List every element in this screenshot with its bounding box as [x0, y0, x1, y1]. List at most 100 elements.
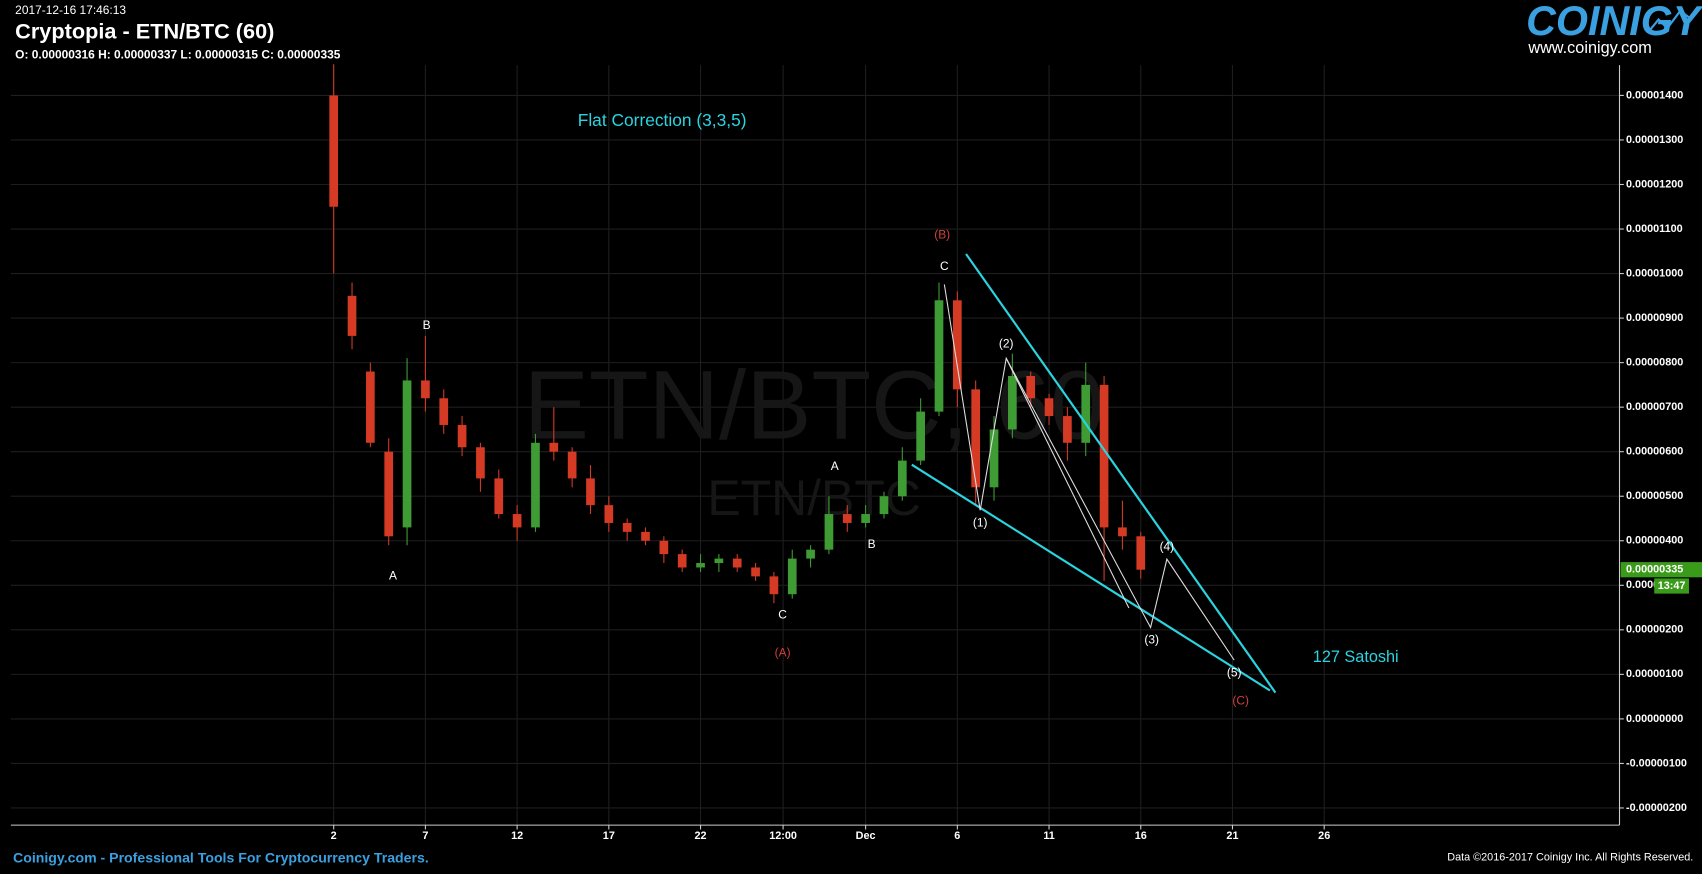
- y-tick-label: 0.00000400: [1626, 535, 1683, 547]
- candle-body: [696, 563, 705, 568]
- candle-body: [861, 514, 870, 523]
- candle-body: [347, 295, 357, 336]
- annotation: B: [868, 537, 876, 551]
- annotation: (C): [1232, 694, 1249, 708]
- annotations: Flat Correction (3,3,5) 127 Satoshi A B C (A)…: [389, 110, 1399, 707]
- candle-body: [512, 514, 522, 528]
- annotation: C: [940, 259, 949, 273]
- y-tick-label: 0.00000800: [1626, 356, 1683, 368]
- candle-body: [531, 442, 540, 528]
- annotation: (5): [1227, 665, 1242, 679]
- logo-icon: [1646, 9, 1690, 34]
- x-tick-label: 11: [1043, 830, 1054, 842]
- y-tick-label: 0.00001400: [1626, 89, 1683, 101]
- grid: [10, 65, 1620, 826]
- last-price-label: 0.00000335: [1626, 564, 1683, 576]
- y-tick-label: 0.00001100: [1626, 223, 1683, 235]
- candle-body: [1008, 375, 1017, 430]
- y-tick-label: -0.00000200: [1626, 802, 1687, 814]
- x-tick-label: 26: [1318, 830, 1330, 842]
- candle-body: [604, 505, 614, 523]
- countdown-box: [1654, 578, 1689, 594]
- candle-body: [421, 380, 430, 399]
- x-tick-label: Dec: [856, 830, 876, 842]
- x-tick-label: 16: [1135, 830, 1147, 842]
- candle-body: [384, 451, 394, 537]
- candle-body: [879, 496, 889, 515]
- candle-body: [329, 95, 339, 207]
- annotation: C: [778, 608, 787, 622]
- logo-url: www.coinigy.com: [1527, 39, 1652, 57]
- candle-body: [641, 531, 650, 541]
- annotation: A: [831, 459, 839, 473]
- candle-body: [494, 478, 504, 515]
- candle-body: [751, 567, 760, 577]
- candles: [329, 64, 1146, 604]
- candle-body: [1026, 375, 1036, 399]
- footer-right: Data ©2016-2017 Coinigy Inc. All Rights …: [1447, 852, 1693, 864]
- candle-body: [769, 576, 779, 595]
- candle-body: [787, 558, 797, 595]
- drawings: [911, 253, 1277, 694]
- candle-body: [1136, 536, 1146, 570]
- candle-body: [971, 389, 981, 488]
- trendline: [965, 253, 1277, 694]
- timestamp: 2017-12-16 17:46:13: [15, 3, 126, 17]
- trendline: [911, 463, 1271, 692]
- title: Cryptopia - ETN/BTC (60): [15, 18, 274, 43]
- candle-body: [659, 540, 669, 555]
- y-tick-label: -0.00000100: [1626, 757, 1687, 769]
- candle-body: [476, 447, 485, 479]
- logo: COINIGY: [1526, 0, 1702, 44]
- candle-body: [402, 380, 412, 528]
- x-tick-label: 21: [1226, 830, 1238, 842]
- candle-body: [366, 371, 375, 443]
- candle-body: [677, 554, 687, 568]
- x-tick-label: 7: [422, 830, 428, 842]
- x-tick-label: 2: [331, 830, 337, 842]
- candle-body: [1099, 384, 1109, 528]
- y-tick-label: 0.00001000: [1626, 267, 1683, 279]
- candle-body: [989, 429, 999, 488]
- annotation: (1): [973, 515, 988, 529]
- candle-body: [622, 522, 632, 532]
- annotation: (A): [775, 646, 791, 660]
- candle-body: [916, 411, 925, 461]
- ohlc: O: 0.00000316 H: 0.00000337 L: 0.0000031…: [15, 48, 341, 62]
- annotation: (3): [1144, 633, 1159, 647]
- x-tick-label: 12: [511, 830, 523, 842]
- candle-body: [732, 558, 742, 568]
- annotation: (2): [999, 336, 1014, 350]
- y-tick-label: 0.00001200: [1626, 178, 1683, 190]
- x-tick-label: 6: [954, 830, 960, 842]
- y-tick-label: 0.00000100: [1626, 668, 1683, 680]
- last-price-box: [1620, 562, 1702, 578]
- candle-body: [1081, 384, 1091, 443]
- candle-body: [806, 549, 815, 559]
- y-tick-label: 0.00000900: [1626, 312, 1683, 324]
- annotation: (B): [934, 228, 950, 242]
- wave-line: [943, 284, 1235, 661]
- candle-body: [439, 398, 449, 425]
- candle-body: [897, 460, 907, 497]
- annotation: Flat Correction (3,3,5): [578, 110, 747, 130]
- annotation: (4): [1160, 539, 1175, 553]
- x-tick-label: 22: [695, 830, 707, 842]
- footer-left: Coinigy.com - Professional Tools For Cry…: [13, 850, 429, 866]
- candle-body: [457, 424, 467, 448]
- y-tick-label: 0.00000200: [1626, 624, 1683, 636]
- candle-body: [1118, 527, 1127, 537]
- candle-body: [842, 514, 852, 523]
- annotation: A: [389, 569, 397, 583]
- y-tick-label: 0.00001300: [1626, 134, 1683, 146]
- y-tick-label: 0.00000600: [1626, 446, 1683, 458]
- axes: 0.00001400 0.00001300 0.00001200 0.00001100…: [331, 89, 1702, 842]
- y-tick-label: 0.00000500: [1626, 490, 1683, 502]
- candle-body: [1063, 416, 1072, 443]
- candle-body: [714, 558, 724, 564]
- candle-body: [1044, 398, 1054, 417]
- y-tick-label: 0.00000700: [1626, 401, 1683, 413]
- annotation: 127 Satoshi: [1313, 648, 1399, 666]
